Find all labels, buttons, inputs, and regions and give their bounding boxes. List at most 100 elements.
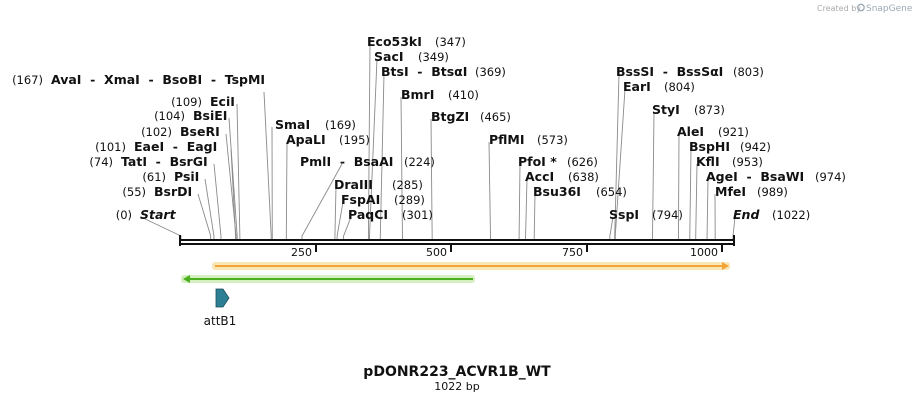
- site-pos: (369): [475, 65, 506, 79]
- cut-site-line: [263, 91, 272, 240]
- site-name: Eco53kI: [367, 34, 422, 49]
- site-pos: (974): [815, 170, 846, 184]
- feature-green-arrow[interactable]: [181, 275, 475, 283]
- site-pos: (0): [116, 208, 132, 222]
- site-name: PmlI - BsaAI: [300, 154, 393, 169]
- snapgene-logo-icon: [857, 3, 865, 12]
- site-name: EciI: [210, 94, 235, 109]
- site-pos: (195): [339, 133, 370, 147]
- site-pos: (794): [652, 208, 683, 222]
- cut-site-line: [614, 73, 620, 240]
- site-pos: (101): [95, 140, 126, 154]
- site-name: BsrDI: [154, 184, 192, 199]
- cut-site-line: [204, 178, 215, 240]
- site-pos: (289): [394, 193, 425, 207]
- cut-site-line: [695, 163, 698, 240]
- cut-site-line: [677, 133, 680, 240]
- site-btgzi: BtgZI (465): [431, 109, 511, 124]
- site-end: End (1022): [733, 207, 810, 222]
- site-eari: EarI (804): [623, 79, 695, 94]
- feature-orange-arrow[interactable]: [212, 262, 730, 270]
- site-name: BmrI: [401, 87, 434, 102]
- plasmid-length: 1022 bp: [434, 380, 479, 393]
- site-bsrdi: (55) BsrDI: [122, 184, 192, 199]
- site-pos: (301): [402, 208, 433, 222]
- ruler-label-750: 750: [562, 246, 583, 259]
- site-name: BspHI: [689, 139, 730, 154]
- site-styi: StyI (873): [652, 102, 725, 117]
- site-name: AccI: [525, 169, 554, 184]
- site-pos: (74): [89, 155, 113, 169]
- site-agei-bsawi: AgeI - BsaWI (974): [706, 169, 846, 184]
- site-name: PaqCI: [348, 207, 388, 222]
- feature-attb1[interactable]: attB1: [204, 288, 237, 328]
- site-pos: (55): [122, 185, 146, 199]
- cut-site-line: [367, 43, 371, 240]
- site-name: DraIII: [334, 177, 373, 192]
- site-name: SmaI: [275, 117, 310, 132]
- cut-site-line: [518, 163, 521, 240]
- site-name: BsiEI: [193, 108, 227, 123]
- site-bsphi: BspHI (942): [689, 139, 771, 154]
- cut-site-line: [334, 186, 337, 240]
- ruler: 250 500 750 1000: [291, 244, 723, 259]
- site-name: AleI: [677, 124, 704, 139]
- site-pos: (804): [664, 80, 695, 94]
- site-name: TatI - BsrGI: [121, 154, 208, 169]
- site-pos: (953): [732, 155, 763, 169]
- site-apali: ApaLI (195): [286, 132, 370, 147]
- site-pos: (61): [142, 170, 166, 184]
- cut-site-line: [285, 141, 288, 240]
- site-pos: (347): [435, 35, 466, 49]
- site-pos: (167): [12, 73, 43, 87]
- cut-site-line: [525, 178, 528, 240]
- cut-site-line: [228, 117, 238, 240]
- ruler-label-500: 500: [426, 246, 447, 259]
- site-name: FspAI: [341, 192, 380, 207]
- site-name: AvaI - XmaI - BsoBI - TspMI: [51, 72, 265, 87]
- site-pos: (224): [404, 155, 435, 169]
- cut-site-line: [614, 88, 626, 240]
- site-name: PflMI: [489, 132, 525, 147]
- site-bsiei: (104) BsiEI: [154, 108, 227, 123]
- site-pos: (169): [325, 118, 356, 132]
- site-name: MfeI: [715, 184, 746, 199]
- site-pos: (989): [757, 185, 788, 199]
- site-name: Bsu36I: [533, 184, 581, 199]
- attb1-arrow-icon: [215, 288, 230, 308]
- cut-site-line: [369, 58, 378, 240]
- site-name: AgeI - BsaWI: [706, 169, 804, 184]
- site-draiii: DraIII (285): [334, 177, 423, 192]
- site-pos: (803): [733, 65, 764, 79]
- cut-site-line: [689, 148, 692, 240]
- site-bsssi-bsssai: BssSI - BssSαI (803): [616, 64, 764, 79]
- site-pfoi: PfoI * (626): [518, 154, 598, 169]
- cut-site-line: [379, 73, 385, 240]
- cut-site-line: [225, 133, 237, 240]
- ruler-label-250: 250: [291, 246, 312, 259]
- cut-site-line: [213, 163, 222, 240]
- site-name: EarI: [623, 79, 651, 94]
- site-name: StyI: [652, 102, 680, 117]
- cut-site-lines: [140, 43, 736, 240]
- cut-site-line: [652, 111, 655, 240]
- site-pos: (109): [171, 95, 202, 109]
- site-name: BseRI: [180, 124, 220, 139]
- cut-site-line: [430, 118, 433, 240]
- site-kfli: KflI (953): [696, 154, 763, 169]
- site-pos: (654): [596, 185, 627, 199]
- credit-prefix: Created by: [817, 4, 861, 13]
- site-acci: AccI (638): [525, 169, 599, 184]
- site-pos: (102): [141, 125, 172, 139]
- plasmid-title: pDONR223_ACVR1B_WT: [363, 364, 551, 380]
- site-alei: AleI (921): [677, 124, 749, 139]
- cut-site-line: [400, 96, 403, 240]
- credit-brand: SnapGene: [866, 4, 913, 14]
- site-name: BtsI - BtsαI: [381, 64, 467, 79]
- ruler-label-1000: 1000: [690, 246, 718, 259]
- site-name: BssSI - BssSαI: [616, 64, 723, 79]
- site-name: PfoI *: [518, 154, 557, 169]
- backbone: [179, 235, 735, 246]
- cut-site-line: [301, 163, 343, 240]
